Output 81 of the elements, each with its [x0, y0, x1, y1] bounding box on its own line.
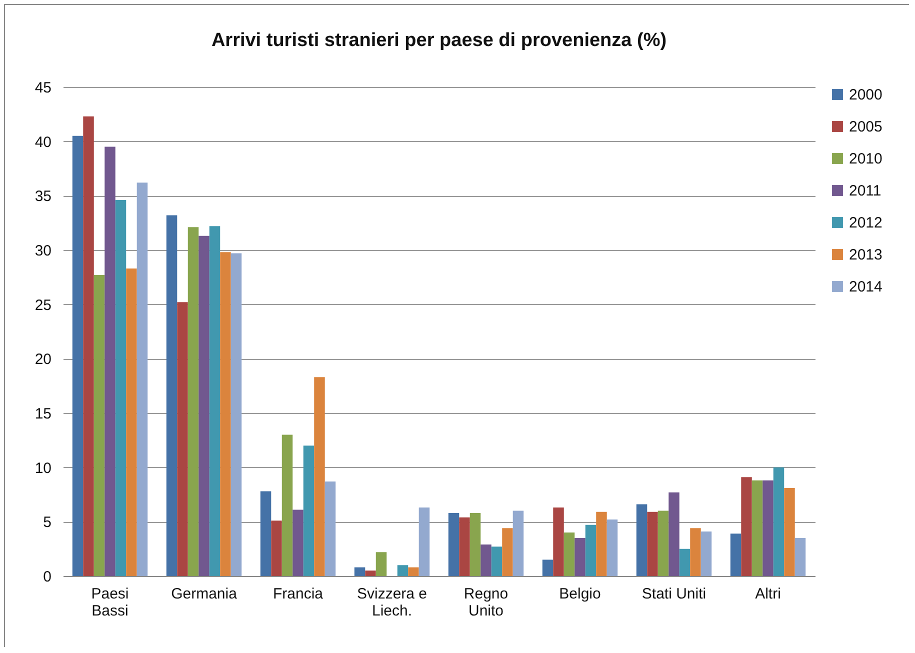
bar — [177, 302, 188, 576]
bar — [166, 215, 178, 576]
y-tick-label: 20 — [34, 351, 52, 368]
bar — [512, 510, 524, 576]
y-tick-label: 40 — [34, 134, 52, 151]
chart-title: Arrivi turisti stranieri per paese di provenienza (%) — [211, 30, 667, 51]
legend-label: 2000 — [849, 86, 882, 104]
bar — [104, 146, 116, 576]
y-tick-label: 5 — [43, 514, 52, 532]
x-tick-label: Germania — [171, 586, 238, 602]
bar — [397, 565, 408, 576]
bar — [94, 274, 105, 576]
x-tick-label: Paesi Bassi — [91, 586, 129, 620]
bar — [220, 252, 231, 576]
x-tick-label: Stati Uniti — [642, 586, 706, 602]
legend-label: 2013 — [849, 246, 882, 264]
legend-label: 2012 — [849, 214, 882, 232]
bar — [136, 182, 148, 576]
bar — [470, 512, 481, 576]
y-tick-label: 0 — [43, 568, 52, 586]
bar — [564, 532, 575, 576]
bar — [730, 534, 742, 576]
bar — [542, 560, 554, 576]
y-tick-label: 35 — [34, 188, 52, 206]
bar — [408, 567, 419, 576]
legend-label: 2014 — [849, 278, 882, 296]
bar — [606, 519, 618, 576]
bar — [260, 491, 272, 576]
bar — [365, 570, 376, 576]
x-tick-label: Svizzera e Liech. — [356, 586, 428, 620]
bar — [491, 546, 502, 576]
bar — [480, 544, 492, 576]
bar — [314, 377, 325, 576]
bar — [126, 268, 137, 576]
bar — [668, 492, 680, 576]
bar — [636, 504, 648, 576]
legend-label: 2005 — [849, 118, 882, 136]
bar — [773, 467, 784, 576]
bar — [553, 508, 564, 576]
bar — [690, 528, 701, 576]
bar — [303, 446, 314, 576]
x-tick-label: Belgio — [559, 586, 601, 602]
y-tick-label: 30 — [34, 242, 52, 260]
y-tick-label: 15 — [34, 406, 52, 422]
bar — [282, 434, 293, 576]
bar — [418, 508, 430, 576]
bar — [658, 510, 669, 576]
x-tick-label: Francia — [272, 586, 324, 602]
bar — [596, 512, 607, 576]
bar — [83, 116, 94, 576]
bar — [459, 517, 470, 576]
y-tick-label: 10 — [34, 460, 52, 477]
bar — [762, 480, 774, 576]
bar — [115, 200, 126, 576]
bar — [188, 227, 199, 576]
bar — [679, 548, 690, 576]
bar — [794, 538, 806, 576]
bar — [72, 136, 84, 576]
bar — [448, 512, 460, 576]
bar — [376, 552, 387, 576]
y-tick-label: 45 — [34, 80, 52, 96]
bar — [647, 512, 658, 576]
legend-label: 2010 — [849, 150, 882, 168]
legend-label: 2011 — [849, 182, 882, 200]
bar — [502, 528, 513, 576]
x-tick-label: Altri — [755, 586, 781, 602]
bar — [700, 531, 712, 576]
bar — [752, 480, 763, 576]
bar — [585, 524, 596, 576]
bar — [230, 253, 242, 576]
bar — [209, 226, 220, 576]
bar — [271, 520, 282, 576]
bar — [292, 510, 304, 576]
bar — [198, 236, 210, 576]
bar — [784, 488, 795, 576]
y-tick-label: 25 — [34, 296, 52, 314]
bar — [324, 481, 336, 576]
bar — [741, 477, 752, 576]
bar — [354, 567, 366, 576]
x-tick-label: Regno Unito — [464, 586, 508, 620]
bar — [574, 538, 586, 576]
